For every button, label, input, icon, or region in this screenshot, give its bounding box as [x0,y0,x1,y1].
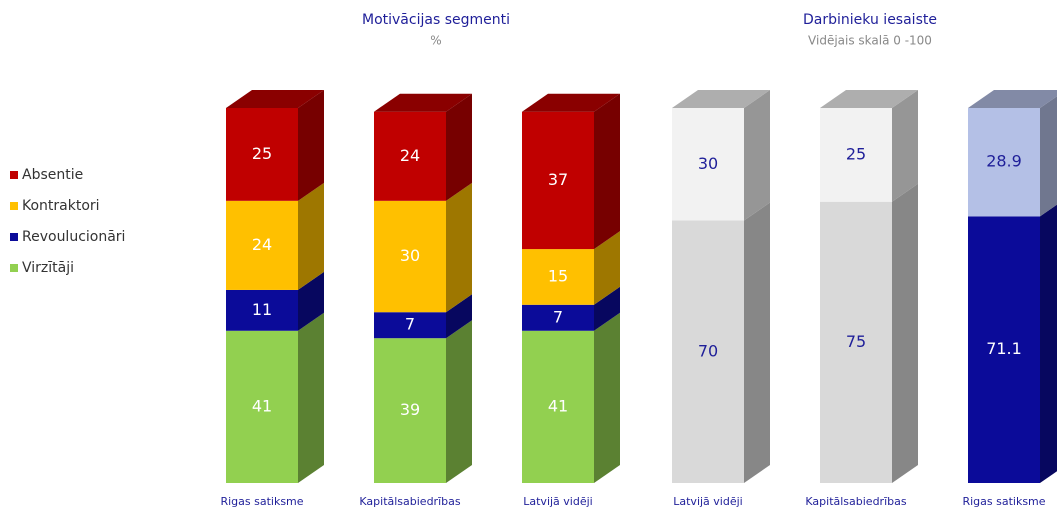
legend-label: Virzītāji [22,260,74,276]
value-label: 70 [698,341,718,360]
x-tick-label: Kapitālsabiedrības [359,495,460,508]
bar-segment [226,330,298,483]
bar-segment [522,111,594,250]
x-tick-label: Rigas satiksme [962,495,1045,508]
bar-segment [374,200,446,313]
value-label: 30 [698,154,718,173]
bar-segment [374,312,446,339]
x-tick-label: Kapitālsabiedrības [805,495,906,508]
bar-side [1040,96,1057,217]
bar-segment [820,201,892,483]
bar-side [298,271,324,331]
bar-segment [522,304,594,331]
bar-segment [374,338,446,483]
x-tick-label: Latvijā vidēji [523,495,592,508]
value-label: 15 [548,266,568,285]
bar-top [672,90,770,108]
x-tick-label: Rigas satiksme [220,495,303,508]
legend-swatch [10,233,18,241]
bar-side [744,90,770,221]
bar-segment [522,330,594,483]
bar-segment [226,289,298,331]
value-label: 25 [846,144,866,163]
bar-top [820,90,918,108]
value-label: 37 [548,170,568,189]
value-label: 71.1 [986,339,1022,358]
chart-subtitle: % [430,34,441,48]
value-label: 41 [252,396,272,415]
bar-side [892,183,918,483]
value-label: 11 [252,300,272,319]
value-label: 7 [405,315,415,334]
bar-segment [672,220,744,483]
bar-side [446,93,472,201]
bar-segment [968,108,1040,217]
bar-segment [968,216,1040,483]
x-tick-label: Latvijā vidēji [673,495,742,508]
bar-side [446,294,472,339]
bar-side [594,286,620,331]
chart-title: Darbinieku iesaiste [803,12,937,28]
bar-segment [820,108,892,202]
bar-side [594,231,620,305]
bar-segment [226,200,298,290]
value-label: 39 [400,400,420,419]
chart-subtitle: Vidējais skalā 0 -100 [808,34,932,48]
value-label: 30 [400,246,420,265]
value-label: 24 [400,146,420,165]
value-label: 24 [252,235,272,254]
bar-segment [226,108,298,201]
value-label: 41 [548,396,568,415]
chart-title: Motivācijas segmenti [362,12,510,28]
legend-swatch [10,264,18,272]
bar-side [892,90,918,202]
bar-side [298,312,324,483]
bar-side [744,202,770,483]
bar-side [446,320,472,483]
bar-segment [672,108,744,221]
value-label: 28.9 [986,152,1022,171]
legend-label: Kontraktori [22,198,100,214]
bar-segment [374,111,446,201]
bar-side [446,182,472,313]
legend-swatch [10,171,18,179]
bar-side [594,93,620,250]
bar-top [522,93,620,112]
bar-side [1040,204,1057,483]
bar-top [968,90,1057,108]
bar-side [298,182,324,290]
bar-segment [522,249,594,305]
bar-side [594,312,620,483]
bar-top [374,93,472,112]
value-label: 75 [846,332,866,351]
bar-top [226,90,324,108]
legend-label: Revoulucionāri [22,229,125,245]
bar-side [298,90,324,201]
legend-label: Absentie [22,167,83,183]
value-label: 25 [252,144,272,163]
value-label: 7 [553,307,563,326]
legend-swatch [10,202,18,210]
